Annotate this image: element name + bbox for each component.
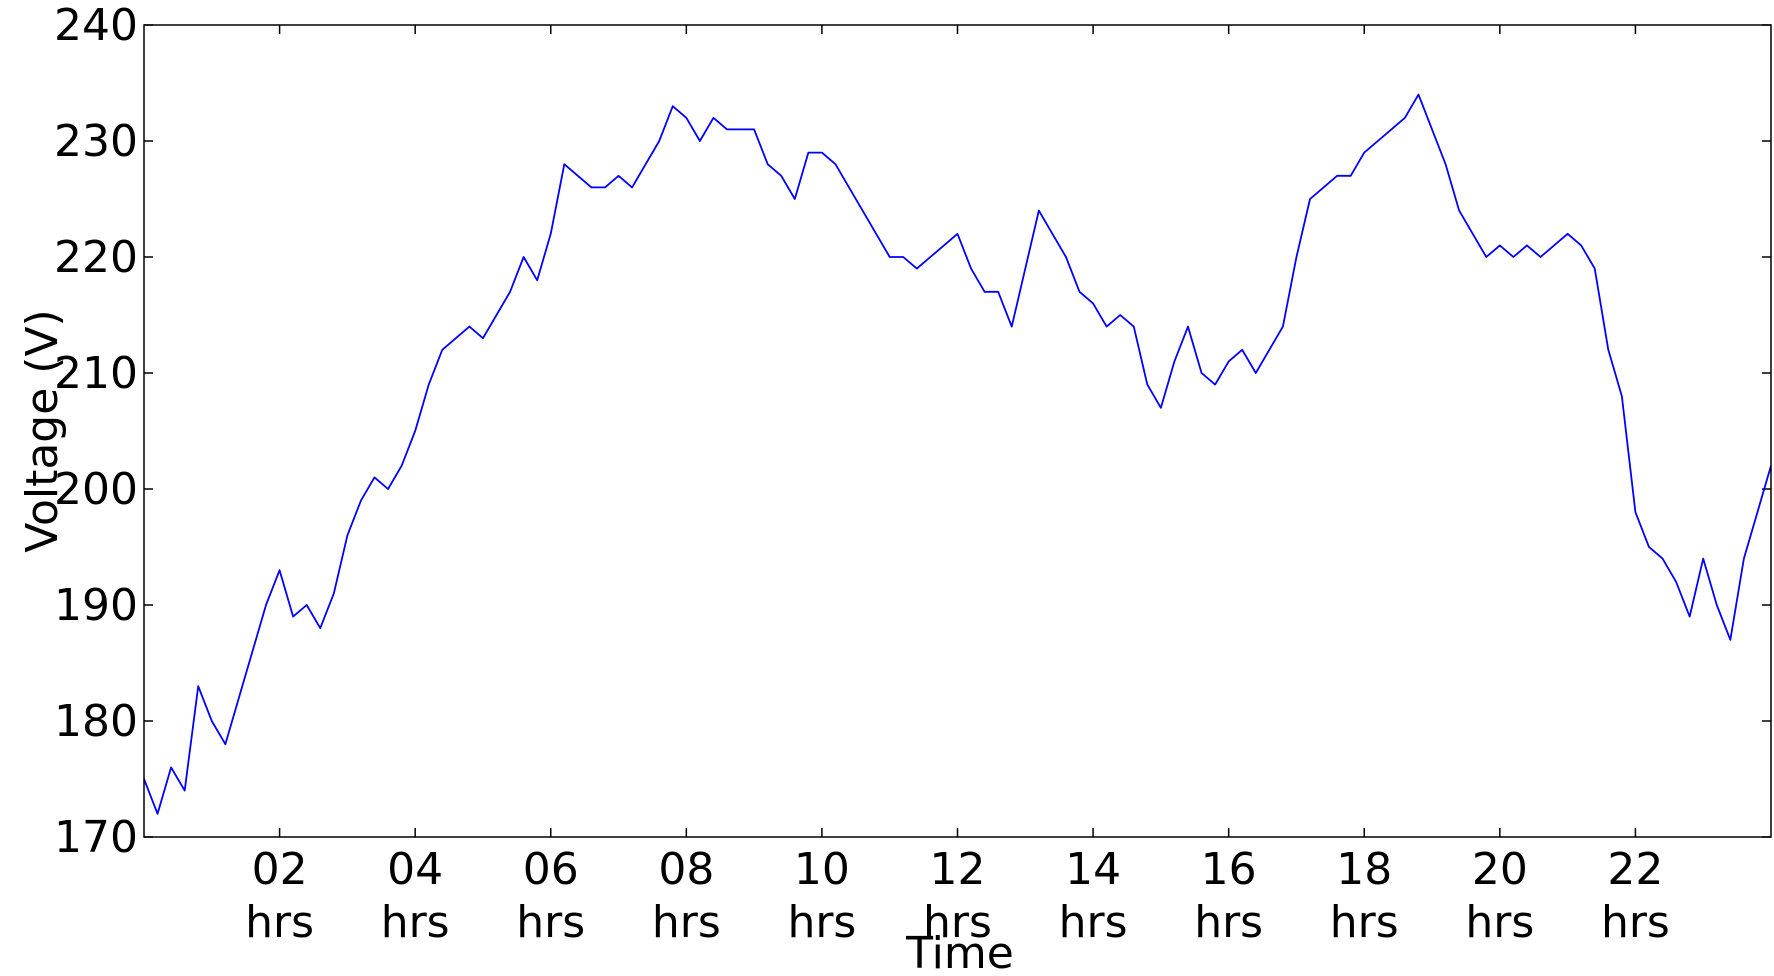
x-tick-label: 20 hrs: [1465, 844, 1534, 948]
x-tick-label: 18 hrs: [1330, 844, 1399, 948]
data-line: [143, 93, 1772, 815]
x-tick-label: 10 hrs: [787, 844, 856, 948]
x-tick-label: 06 hrs: [516, 844, 585, 948]
x-axis-label: Time: [905, 928, 1014, 976]
plot-frame: [143, 24, 1772, 838]
x-tick-label: 08 hrs: [652, 844, 721, 948]
x-tick-label: 14 hrs: [1059, 844, 1128, 948]
x-tick-label: 04 hrs: [381, 844, 450, 948]
y-tick-label: 170: [54, 812, 138, 863]
y-tick-label: 190: [54, 580, 138, 631]
y-tick-label: 200: [54, 464, 138, 515]
x-tick-label: 16 hrs: [1194, 844, 1263, 948]
y-tick-label: 180: [54, 696, 138, 747]
y-tick-label: 220: [54, 232, 138, 283]
y-axis-label: Voltage (V): [17, 309, 68, 552]
x-tick-label: 02 hrs: [245, 844, 314, 948]
x-tick-label: 12 hrs: [923, 844, 992, 948]
y-tick-label: 230: [54, 116, 138, 167]
y-tick-label: 210: [54, 348, 138, 399]
x-tick-label: 22 hrs: [1601, 844, 1670, 948]
y-tick-label: 240: [54, 0, 138, 51]
